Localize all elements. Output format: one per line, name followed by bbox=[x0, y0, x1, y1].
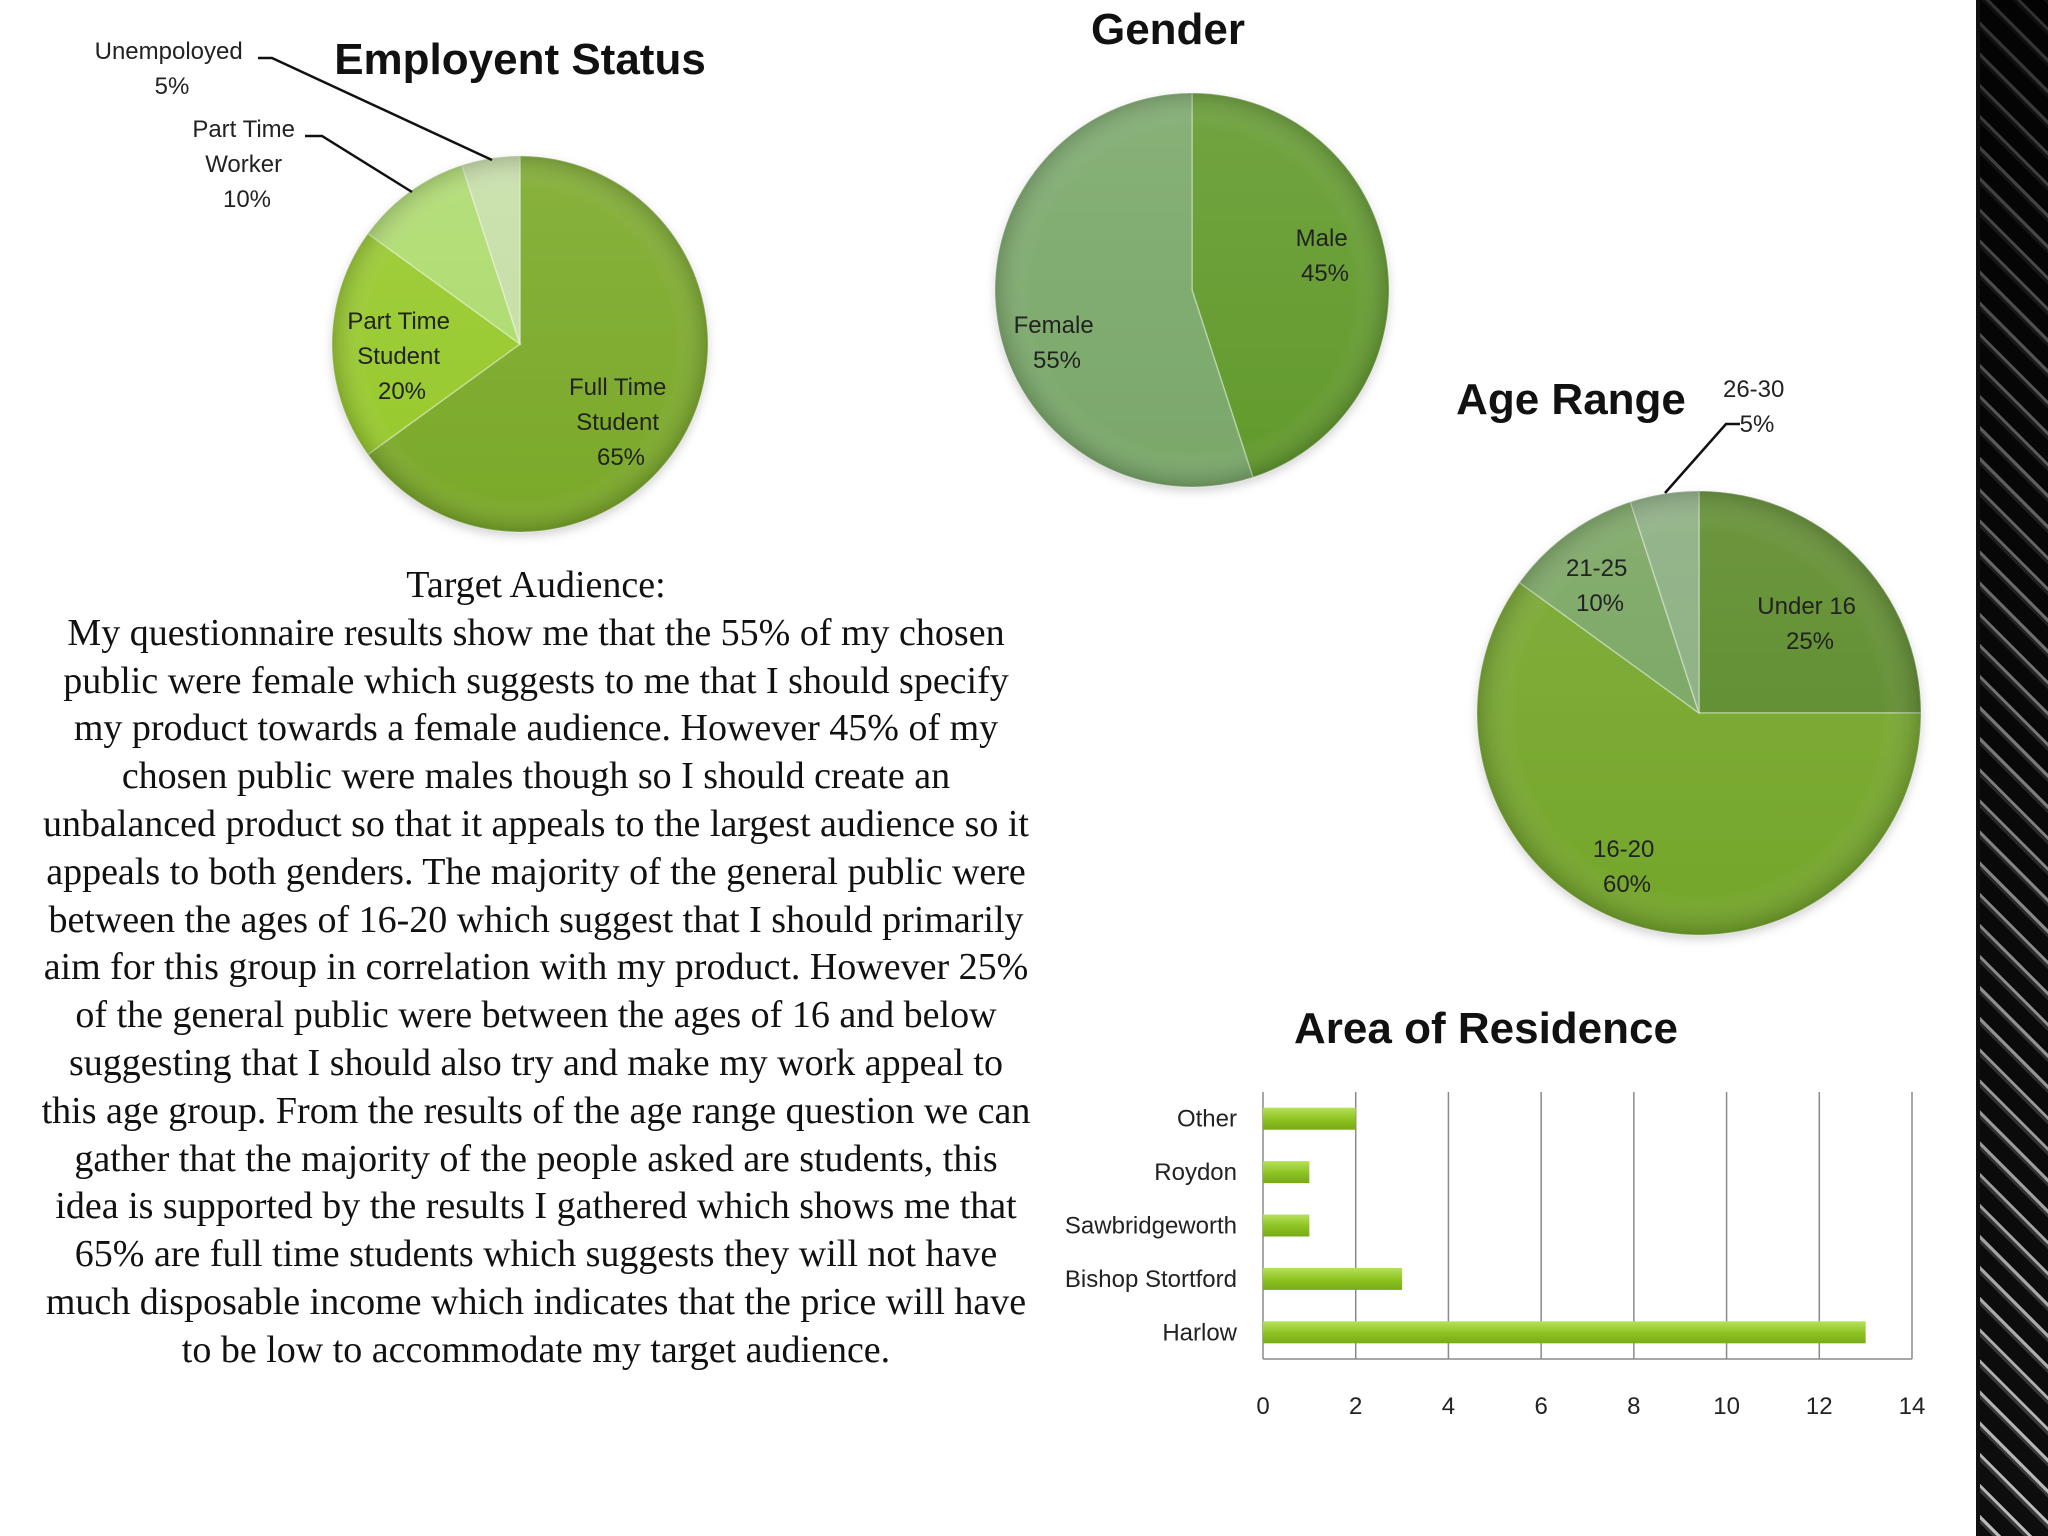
decorative-side-strip bbox=[1976, 0, 2048, 1536]
age-label-16-20: 16-20 60% bbox=[1593, 836, 1661, 898]
employment-leader-parttime-worker bbox=[305, 134, 413, 194]
age-pie bbox=[1476, 490, 1922, 936]
gender-chart: Gender Male 45% Female 55% bbox=[994, 5, 1390, 488]
employment-value-parttime-worker: 10% bbox=[223, 186, 271, 213]
age-value-21-25: 10% bbox=[1576, 590, 1624, 617]
residence-tick-label: 8 bbox=[1627, 1393, 1640, 1420]
age-label-26-30: 26-30 5% bbox=[1723, 376, 1791, 438]
employment-value-parttime-student: 20% bbox=[378, 378, 426, 405]
residence-bar-other bbox=[1263, 1107, 1356, 1130]
residence-tick-label: 10 bbox=[1713, 1393, 1740, 1420]
age-pie-gloss bbox=[1477, 491, 1921, 935]
age-value-26-30: 5% bbox=[1740, 411, 1775, 438]
residence-chart: Area of Residence Other Roydon Sawbridgewo… bbox=[1065, 1004, 1925, 1420]
residence-gridlines bbox=[1262, 1092, 1913, 1360]
age-chart: Age Range Under 16 25% 16-20 60% 21-25 1… bbox=[1456, 375, 1922, 936]
gender-pie bbox=[994, 92, 1390, 488]
residence-category-harlow: Harlow bbox=[1162, 1319, 1237, 1346]
residence-tick-label: 4 bbox=[1442, 1393, 1455, 1420]
residence-tick-label: 12 bbox=[1806, 1393, 1833, 1420]
residence-category-other: Other bbox=[1177, 1106, 1237, 1133]
residence-bars bbox=[1263, 1107, 1866, 1344]
residence-chart-title: Area of Residence bbox=[1294, 1004, 1678, 1053]
age-value-16-20: 60% bbox=[1603, 871, 1651, 898]
employment-chart: Employent Status Full Time Student 65% P… bbox=[95, 35, 709, 533]
employment-label-fulltime: Full Time Student 65% bbox=[569, 374, 673, 471]
age-value-under16: 25% bbox=[1786, 628, 1834, 655]
gender-pie-gloss bbox=[995, 93, 1389, 487]
gender-label-female: Female 55% bbox=[1014, 312, 1101, 374]
target-audience-heading: Target Audience: bbox=[406, 564, 666, 606]
employment-label-parttime-student: Part Time Student 20% bbox=[347, 308, 456, 405]
age-label-21-25: 21-25 10% bbox=[1566, 555, 1634, 617]
residence-bar-sawbridgeworth bbox=[1263, 1214, 1310, 1237]
residence-bar-bishop-stortford bbox=[1263, 1267, 1403, 1290]
gender-value-female: 55% bbox=[1033, 347, 1081, 374]
residence-category-roydon: Roydon bbox=[1154, 1159, 1237, 1186]
residence-tick-label: 0 bbox=[1256, 1393, 1269, 1420]
residence-tick-label: 14 bbox=[1899, 1393, 1926, 1420]
residence-bar-roydon bbox=[1263, 1161, 1310, 1184]
gender-chart-title: Gender bbox=[1091, 5, 1245, 54]
charts-canvas: Employent Status Full Time Student 65% P… bbox=[95, 5, 1926, 1420]
age-leader-26-30 bbox=[1664, 422, 1740, 494]
employment-value-unemployed: 5% bbox=[155, 73, 190, 100]
gender-label-male: Male 45% bbox=[1296, 225, 1355, 287]
residence-tick-label: 2 bbox=[1349, 1393, 1362, 1420]
employment-pie-gloss bbox=[332, 156, 708, 532]
employment-labels: Full Time Student 65% Part Time Student … bbox=[95, 38, 673, 471]
residence-tick-labels: 0 2 4 6 8 10 12 14 bbox=[1256, 1393, 1925, 1420]
employment-chart-title: Employent Status bbox=[334, 35, 706, 84]
target-audience-paragraph: My questionnaire results show me that th… bbox=[41, 611, 1031, 1371]
residence-category-bishop-stortford: Bishop Stortford bbox=[1065, 1266, 1237, 1293]
age-chart-title: Age Range bbox=[1456, 375, 1686, 424]
residence-category-labels: Other Roydon Sawbridgeworth Bishop Stortfor… bbox=[1065, 1106, 1238, 1347]
employment-pie bbox=[331, 155, 709, 533]
residence-tick-label: 6 bbox=[1534, 1393, 1547, 1420]
employment-value-fulltime: 65% bbox=[597, 444, 645, 471]
residence-bar-harlow bbox=[1263, 1321, 1866, 1344]
gender-value-male: 45% bbox=[1301, 260, 1349, 287]
target-audience-text: Target Audience: My questionnaire result… bbox=[40, 562, 1032, 1375]
employment-name-unemployed: Unempoloyed bbox=[95, 38, 243, 65]
age-label-under16: Under 16 25% bbox=[1757, 593, 1862, 655]
employment-leader-unemployed bbox=[258, 56, 493, 162]
residence-category-sawbridgeworth: Sawbridgeworth bbox=[1065, 1213, 1237, 1240]
employment-label-parttime-worker: Part Time Worker 10% bbox=[192, 116, 301, 213]
employment-label-unemployed: Unempoloyed 5% bbox=[95, 38, 250, 100]
